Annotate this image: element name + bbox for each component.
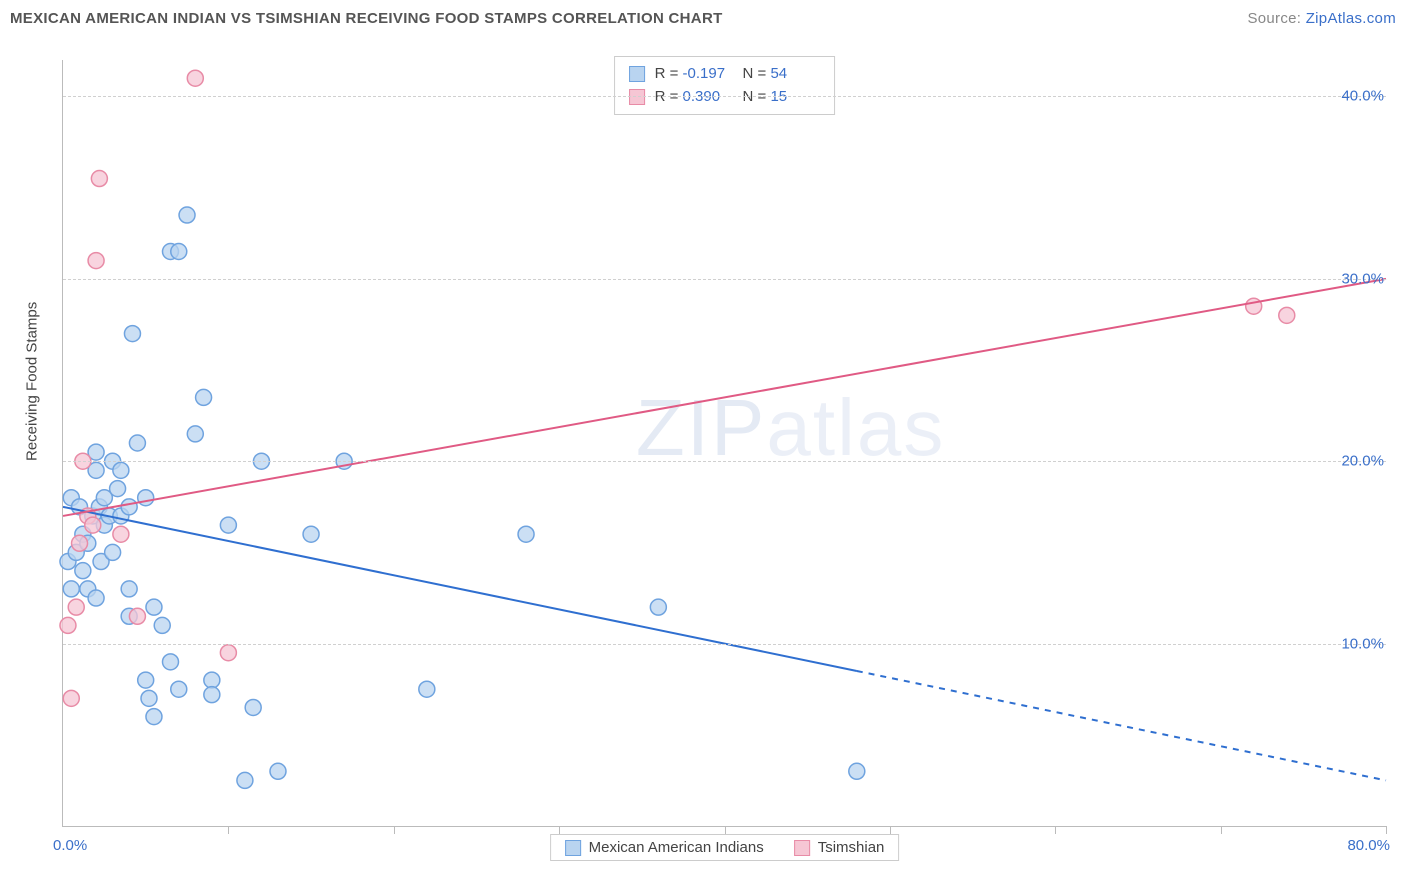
scatter-point — [138, 672, 154, 688]
scatter-point — [129, 608, 145, 624]
scatter-point — [162, 654, 178, 670]
scatter-point — [171, 244, 187, 260]
y-tick-label: 40.0% — [1341, 88, 1388, 105]
scatter-point — [419, 681, 435, 697]
x-label-min: 0.0% — [53, 837, 87, 854]
scatter-point — [63, 690, 79, 706]
scatter-point — [124, 326, 140, 342]
legend-swatch-1 — [794, 840, 810, 856]
scatter-point — [303, 526, 319, 542]
scatter-point — [138, 490, 154, 506]
legend-bottom: Mexican American Indians Tsimshian — [550, 834, 900, 861]
trend-line — [63, 507, 857, 671]
x-tick — [559, 826, 560, 834]
scatter-point — [179, 207, 195, 223]
x-tick — [394, 826, 395, 834]
trend-line — [63, 279, 1386, 516]
scatter-point — [105, 544, 121, 560]
scatter-point — [518, 526, 534, 542]
legend-swatch-0 — [565, 840, 581, 856]
chart-title: MEXICAN AMERICAN INDIAN VS TSIMSHIAN REC… — [10, 10, 723, 27]
y-tick-label: 10.0% — [1341, 635, 1388, 652]
scatter-point — [650, 599, 666, 615]
scatter-point — [68, 599, 84, 615]
scatter-point — [270, 763, 286, 779]
scatter-point — [113, 462, 129, 478]
n-label-0: N = — [743, 65, 767, 82]
x-tick — [1386, 826, 1387, 834]
swatch-0 — [629, 66, 645, 82]
scatter-point — [141, 690, 157, 706]
y-tick-label: 20.0% — [1341, 453, 1388, 470]
trend-line-dashed — [857, 671, 1386, 780]
scatter-point — [121, 499, 137, 515]
r-value-0: -0.197 — [683, 63, 733, 86]
x-tick — [1221, 826, 1222, 834]
scatter-point — [220, 517, 236, 533]
x-tick — [1055, 826, 1056, 834]
chart-header: MEXICAN AMERICAN INDIAN VS TSIMSHIAN REC… — [10, 10, 1396, 27]
scatter-point — [237, 772, 253, 788]
scatter-point — [187, 426, 203, 442]
gridline-y — [63, 644, 1386, 645]
scatter-point — [146, 599, 162, 615]
x-tick — [725, 826, 726, 834]
y-tick-label: 30.0% — [1341, 270, 1388, 287]
scatter-point — [171, 681, 187, 697]
scatter-point — [204, 672, 220, 688]
y-axis-title: Receiving Food Stamps — [24, 302, 41, 461]
stat-row-0: R = -0.197 N = 54 — [629, 63, 821, 86]
gridline-y — [63, 279, 1386, 280]
scatter-point — [113, 526, 129, 542]
x-tick — [228, 826, 229, 834]
scatter-point — [220, 645, 236, 661]
scatter-point — [88, 590, 104, 606]
scatter-point — [204, 687, 220, 703]
scatter-point — [85, 517, 101, 533]
scatter-point — [75, 563, 91, 579]
scatter-point — [146, 709, 162, 725]
source-link[interactable]: ZipAtlas.com — [1306, 10, 1396, 27]
stat-box: R = -0.197 N = 54 R = 0.390 N = 15 — [614, 56, 836, 115]
scatter-point — [154, 617, 170, 633]
scatter-point — [110, 481, 126, 497]
x-tick — [890, 826, 891, 834]
scatter-point — [849, 763, 865, 779]
gridline-y — [63, 96, 1386, 97]
x-label-max: 80.0% — [1347, 837, 1390, 854]
scatter-point — [129, 435, 145, 451]
chart-wrap: Receiving Food Stamps ZIPatlas R = -0.19… — [10, 40, 1396, 882]
scatter-point — [245, 699, 261, 715]
gridline-y — [63, 461, 1386, 462]
scatter-point — [63, 581, 79, 597]
scatter-point — [121, 581, 137, 597]
legend-item-0: Mexican American Indians — [565, 839, 764, 856]
scatter-point — [187, 70, 203, 86]
scatter-point — [91, 171, 107, 187]
legend-label-1: Tsimshian — [818, 839, 885, 856]
scatter-point — [1279, 307, 1295, 323]
scatter-point — [196, 389, 212, 405]
source-label: Source: ZipAtlas.com — [1247, 10, 1396, 27]
legend-label-0: Mexican American Indians — [589, 839, 764, 856]
scatter-point — [88, 253, 104, 269]
chart-svg — [63, 60, 1386, 826]
legend-item-1: Tsimshian — [794, 839, 885, 856]
n-value-0: 54 — [770, 63, 820, 86]
r-label-0: R = — [655, 65, 679, 82]
chart-area: ZIPatlas R = -0.197 N = 54 R = 0.390 N =… — [62, 60, 1386, 827]
scatter-point — [72, 535, 88, 551]
scatter-point — [60, 617, 76, 633]
source-prefix: Source: — [1247, 10, 1305, 27]
